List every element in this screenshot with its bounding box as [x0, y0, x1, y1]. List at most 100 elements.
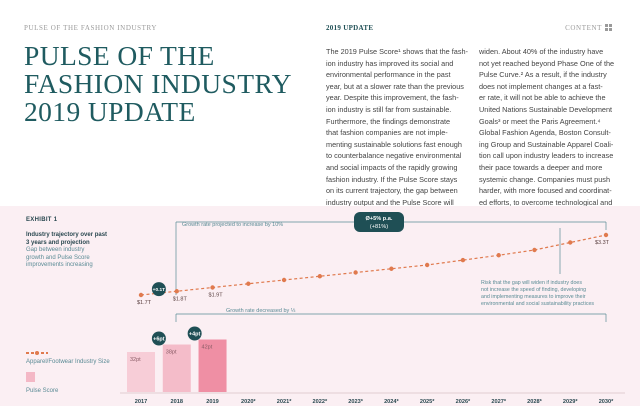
body-text-line: ion industry is still far from sustainab…	[326, 104, 452, 114]
risk-note-line: environmental and social sustainability …	[481, 301, 594, 307]
body-text-line: systemic change. Companies must push	[479, 174, 610, 184]
pulse-delta-label: +6pt	[153, 337, 165, 343]
exhibit-description: Gap between industry growth and Pulse Sc…	[26, 247, 93, 270]
legend-bar-swatch	[26, 372, 35, 382]
body-text-line: ion industry has improved its social and	[326, 58, 454, 68]
title-line: PULSE OF THE	[24, 40, 215, 71]
x-tick-label: 2026*	[456, 399, 471, 405]
legend-line-marker	[35, 351, 39, 355]
x-tick-label: 2019	[206, 399, 218, 405]
exhibit-chart: 32pt 38pt 42pt +6pt +4pt Growth rate project…	[120, 212, 625, 405]
legend-industry-label: Apparel/Footwear Industry Size	[26, 359, 110, 365]
pulse-score-bar	[162, 344, 191, 392]
title-line: 2019 UPDATE	[24, 96, 196, 127]
exhibit-subtitle: Industry trajectory over past 3 years an…	[26, 232, 107, 247]
industry-size-label: $1.8T	[173, 296, 188, 302]
industry-size-point	[603, 232, 609, 238]
exhibit-subtitle-line: Industry trajectory over past	[26, 232, 108, 238]
exhibit-desc-line: growth and Pulse Score	[26, 254, 90, 261]
industry-size-point	[353, 270, 358, 275]
industry-size-point	[532, 247, 537, 253]
x-tick-label: 2023*	[348, 399, 363, 405]
body-text-line: year. Despite this improvement, the fash…	[326, 93, 459, 103]
industry-size-point	[138, 292, 144, 298]
pulse-score-label: 38pt	[166, 350, 177, 356]
body-text-line: menting sustainable solutions fast enoug…	[326, 139, 462, 149]
industry-size-label: $1.7T	[137, 300, 152, 306]
industry-size-point	[424, 262, 430, 268]
pulse-delta-badge	[151, 331, 166, 346]
industry-size-point	[496, 253, 501, 258]
x-tick-label: 2027*	[491, 399, 506, 405]
body-text-line: Furthermore, the findings demonstrate	[326, 116, 451, 126]
pulse-score-bar	[127, 352, 155, 392]
exhibit-panel	[0, 206, 640, 406]
title-line: FASHION INDUSTRY	[24, 68, 292, 99]
body-text-line: ing Group and Sustainable Apparel Coali-	[479, 139, 614, 149]
exhibit-subtitle-line: 3 years and projection	[26, 239, 90, 246]
industry-size-point	[174, 289, 179, 294]
content-menu-button[interactable]: CONTENT	[565, 24, 612, 32]
pulse-score-bar	[198, 339, 227, 392]
x-tick-label: 2029*	[563, 399, 578, 405]
x-tick-label: 2018	[171, 399, 183, 405]
industry-size-point	[568, 240, 573, 245]
industry-size-point	[210, 285, 215, 290]
industry-size-point	[281, 277, 287, 283]
pulse-delta-label: +4pt	[189, 332, 201, 338]
body-text-line: widen. About 40% of the industry have	[479, 47, 604, 56]
body-text-line: that fashion companies are not imple-	[326, 128, 448, 138]
decrease-note: Growth rate decreased by ⅓	[226, 308, 296, 314]
pulse-score-label: 32pt	[130, 357, 141, 363]
industry-size-label: $1.9T	[209, 293, 224, 299]
body-text-line: their pace towards a deeper and more	[479, 162, 603, 172]
x-tick-label: 2021*	[277, 399, 292, 405]
body-text-line: not yet reached beyond Phase One of the	[479, 58, 615, 68]
legend-pulse-label: Pulse Score	[26, 388, 59, 394]
body-text-line: and social impacts of the rapidly growin…	[326, 162, 458, 172]
body-text-line: The 2019 Pulse Score¹ shows that the fas…	[326, 47, 468, 56]
pulse-score-label: 42pt	[202, 345, 213, 351]
x-tick-label: 2022*	[313, 399, 328, 405]
body-text-line: Global Fashion Agenda, Boston Consult-	[479, 128, 611, 138]
industry-size-line	[140, 234, 607, 296]
x-tick-label: 2028*	[527, 399, 542, 405]
risk-note-line: and implementing measures to improve the…	[481, 294, 586, 300]
pulse-delta-badge	[187, 326, 202, 341]
body-text-line: year, but at a slower rate than the prev…	[326, 81, 464, 91]
x-tick-label: 2017	[135, 399, 147, 405]
x-tick-label: 2024*	[384, 399, 399, 405]
body-text-line: industry output and the Pulse Score will	[326, 197, 454, 207]
exhibit-desc-line: Gap between industry	[26, 247, 85, 253]
industry-size-point	[389, 266, 394, 271]
exhibit-label: EXHIBIT 1	[26, 217, 58, 223]
body-text-line: Pulse Curve.² As a result, if the indust…	[479, 70, 607, 80]
header-section-title: PULSE OF THE FASHION INDUSTRY	[24, 24, 158, 32]
body-column-left: The 2019 Pulse Score¹ shows that the fas…	[326, 46, 478, 208]
x-tick-label: 2030*	[599, 399, 614, 405]
body-text-line: fashion industry. If the Pulse Score sta…	[326, 174, 458, 184]
body-column-right: widen. About 40% of the industry have not…	[479, 46, 637, 220]
body-text-line: tion call upon industry leaders to incre…	[479, 151, 614, 161]
body-text-line: er rate, it will not be able to achieve …	[479, 93, 606, 103]
header-page-subtitle: 2019 UPDATE	[326, 24, 374, 32]
industry-size-label: $3.3T	[595, 240, 610, 246]
grid-icon	[605, 24, 612, 31]
body-text-line: harder, with more focused and coordinat-	[479, 186, 612, 196]
risk-note-line: not increase the speed of finding, devel…	[481, 287, 586, 293]
cagr-value: Ø+5% p.a.	[366, 216, 393, 222]
x-tick-label: 2025*	[420, 399, 435, 405]
body-text-line: does not implement changes at a fast-	[479, 81, 603, 91]
exhibit-desc-line: improvements increasing	[26, 262, 93, 269]
industry-size-point	[460, 257, 466, 263]
body-text-line: ed efforts, to overcome technological an…	[479, 197, 613, 207]
industry-delta-label: +0.1T	[153, 287, 165, 293]
cagr-badge	[354, 212, 404, 232]
content-label: CONTENT	[565, 24, 602, 32]
body-text-line: on its current trajectory, the gap betwe…	[326, 186, 458, 196]
body-text-line: Goals³ or meet the Paris Agreement.⁴	[479, 116, 601, 126]
industry-delta-badge	[151, 282, 166, 297]
industry-size-point	[317, 274, 323, 279]
body-text-line: United Nations Sustainable Development	[479, 104, 613, 114]
growth-note: Growth rate projected to increase by 10%	[182, 222, 283, 228]
